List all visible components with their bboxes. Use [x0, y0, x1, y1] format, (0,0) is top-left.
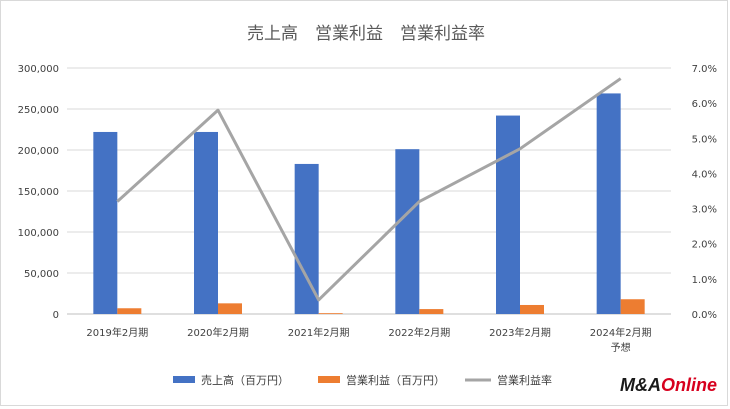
left-tick-label: 200,000 [18, 146, 59, 157]
revenue-bar [93, 131, 118, 314]
operating-profit-bar [318, 313, 343, 314]
left-tick-label: 100,000 [18, 228, 59, 239]
brand-logo: M&AOnline [620, 375, 717, 395]
chart-title: 売上高 営業利益 営業利益率 [247, 24, 485, 44]
revenue-bar [194, 131, 218, 314]
svg-text:M&AOnline: M&AOnline [620, 375, 717, 395]
right-axis-ticks: 0.0% 1.0% 2.0% 3.0% 4.0% 5.0% 6.0% 7.0% [692, 64, 717, 321]
revenue-bar [596, 93, 621, 314]
operating-profit-bar [117, 308, 142, 314]
left-tick-label: 150,000 [18, 187, 59, 198]
operating-profit-bar [419, 309, 444, 314]
legend-label: 営業利益（百万円） [346, 373, 445, 387]
operating-profit-bar [520, 304, 544, 314]
left-axis-ticks: 0 50,000 100,000 150,000 200,000 250,000 300,0… [18, 64, 59, 321]
right-tick-label: 2.0% [692, 240, 717, 251]
right-tick-label: 0.0% [692, 310, 717, 321]
legend-swatch [173, 376, 195, 383]
operating-profit-bar [218, 303, 242, 314]
right-tick-label: 7.0% [692, 64, 717, 75]
revenue-bar [395, 149, 420, 314]
category-ticks: 2019年2月期 2020年2月期 2021年2月期 2022年2月期 2023年2月期… [86, 326, 651, 354]
left-tick-label: 50,000 [24, 269, 59, 280]
operating-margin-line [116, 77, 622, 302]
right-tick-label: 4.0% [692, 169, 717, 180]
legend-label: 売上高（百万円） [201, 373, 289, 387]
legend: 売上高（百万円） 営業利益（百万円） 営業利益率 [173, 373, 552, 387]
margin-line [116, 77, 622, 302]
left-tick-label: 300,000 [18, 64, 59, 75]
category-label: 2023年2月期 [489, 326, 551, 339]
logo-text-a: M&A [620, 375, 661, 395]
category-label: 2019年2月期 [86, 326, 148, 339]
category-label: 2020年2月期 [187, 326, 249, 339]
gridlines [67, 67, 671, 315]
right-tick-label: 6.0% [692, 99, 717, 110]
legend-swatch [318, 376, 340, 383]
right-tick-label: 1.0% [692, 275, 717, 286]
revenue-bar [496, 115, 520, 314]
operating-profit-bar [620, 299, 645, 314]
left-tick-label: 0 [53, 310, 59, 321]
category-label: 2021年2月期 [288, 326, 350, 339]
legend-label: 営業利益率 [497, 373, 552, 387]
right-tick-label: 5.0% [692, 134, 717, 145]
right-tick-label: 3.0% [692, 205, 717, 216]
category-label: 2022年2月期 [388, 326, 450, 339]
bars [93, 93, 645, 314]
left-tick-label: 250,000 [18, 105, 59, 116]
revenue-bar [294, 163, 319, 314]
category-label: 2024年2月期予想 [590, 326, 652, 354]
logo-text-b: Online [661, 375, 717, 395]
